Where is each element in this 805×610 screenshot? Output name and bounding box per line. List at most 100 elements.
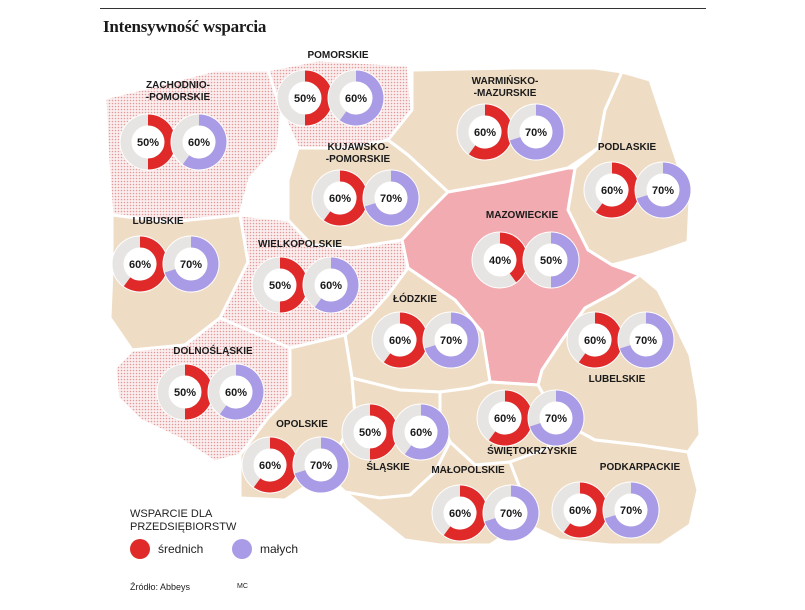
chart-title: Intensywność wsparcia xyxy=(103,17,267,36)
donut-medium-lodzkie: 60% xyxy=(371,311,429,369)
donut-small-dolnoslaskie-arc xyxy=(219,364,264,420)
donut-medium-lubuskie: 60% xyxy=(111,235,169,293)
donut-small-wielkopolskie-value-label: 60% xyxy=(320,280,342,292)
donut-medium-slaskie: 50% xyxy=(341,403,399,461)
donut-small-dolnoslaskie: 60% xyxy=(207,363,265,421)
donut-medium-warminsko-mazurskie-value-label: 60% xyxy=(474,127,496,139)
region-label-pomorskie: POMORSKIE xyxy=(307,50,368,61)
donut-small-lodzkie: 70% xyxy=(422,311,480,369)
donut-medium-pomorskie-arc xyxy=(304,70,333,126)
legend-title-line2: PRZEDSIĘBIORSTW xyxy=(130,521,237,533)
donut-medium-lubelskie-arc xyxy=(578,312,623,368)
donut-small-slaskie: 60% xyxy=(392,403,450,461)
donut-small-lodzkie-value-label: 70% xyxy=(440,335,462,347)
donut-small-pomorskie-value-label: 60% xyxy=(345,93,367,105)
donut-medium-swietokrzyskie-value-label: 60% xyxy=(494,413,516,425)
donut-medium-podlaskie-value-label: 60% xyxy=(601,185,623,197)
donut-small-podkarpackie: 70% xyxy=(602,481,660,539)
donut-medium-kujawsko-pomorskie-arc xyxy=(323,170,368,226)
legend-title: WSPARCIE DLA PRZEDSIĘBIORSTW xyxy=(130,508,236,534)
donut-medium-zachodniopomorskie-arc xyxy=(147,114,176,170)
donut-medium-kujawsko-pomorskie-value-label: 60% xyxy=(329,193,351,205)
donut-medium-malopolskie-value-label: 60% xyxy=(449,508,471,520)
donut-small-swietokrzyskie-value-label: 70% xyxy=(545,413,567,425)
legend-swatch-medium xyxy=(130,539,150,559)
donut-small-kujawsko-pomorskie-arc xyxy=(364,170,419,226)
region-label-malopolskie: MAŁOPOLSKIE xyxy=(431,465,505,476)
donut-medium-dolnoslaskie: 50% xyxy=(156,363,214,421)
source-note: Źródło: Abbeys xyxy=(130,582,191,592)
donut-small-lubuskie-value-label: 70% xyxy=(180,259,202,271)
donut-medium-lubelskie: 60% xyxy=(566,311,624,369)
donut-small-zachodniopomorskie-arc xyxy=(182,114,227,170)
donut-medium-opolskie-value-label: 60% xyxy=(259,460,281,472)
region-label-podkarpackie: PODKARPACKIE xyxy=(600,462,681,473)
donut-medium-malopolskie-arc xyxy=(443,485,488,541)
donut-small-swietokrzyskie: 70% xyxy=(527,389,585,447)
donut-medium-lodzkie-arc xyxy=(383,312,428,368)
donut-medium-swietokrzyskie: 60% xyxy=(476,389,534,447)
legend-label-medium: średnich xyxy=(158,542,204,556)
region-label-wielkopolskie: WIELKOPOLSKIE xyxy=(258,239,342,250)
donut-small-opolskie: 70% xyxy=(292,436,350,494)
donut-medium-swietokrzyskie-arc xyxy=(488,390,533,446)
donut-small-mazowieckie-arc xyxy=(550,232,579,288)
donut-small-mazowieckie-value-label: 50% xyxy=(540,255,562,267)
region-label-lodzkie: ŁÓDZKIE xyxy=(393,292,437,305)
donut-small-warminsko-mazurskie-arc xyxy=(509,104,564,160)
donut-small-malopolskie-arc xyxy=(484,485,539,541)
author-credit: MC xyxy=(237,583,248,590)
donut-small-kujawsko-pomorskie: 70% xyxy=(362,169,420,227)
donut-medium-lubuskie-value-label: 60% xyxy=(129,259,151,271)
donut-small-warminsko-mazurskie: 70% xyxy=(507,103,565,161)
donut-medium-pomorskie-value-label: 50% xyxy=(294,93,316,105)
region-label-slaskie: ŚLĄSKIE xyxy=(366,460,410,473)
donut-small-lubelskie-arc xyxy=(619,312,674,368)
donut-medium-opolskie: 60% xyxy=(241,436,299,494)
region-label-mazowieckie: MAZOWIECKIE xyxy=(486,210,559,221)
donut-small-mazowieckie: 50% xyxy=(522,231,580,289)
donut-medium-mazowieckie-arc xyxy=(499,232,528,283)
donut-small-zachodniopomorskie: 60% xyxy=(170,113,228,171)
donut-small-opolskie-arc xyxy=(294,437,349,493)
donut-medium-podkarpackie: 60% xyxy=(551,481,609,539)
donut-small-podlaskie-value-label: 70% xyxy=(652,185,674,197)
donut-medium-malopolskie: 60% xyxy=(431,484,489,542)
donut-medium-podkarpackie-value-label: 60% xyxy=(569,505,591,517)
donut-small-pomorskie-arc xyxy=(339,70,384,126)
donut-small-podkarpackie-arc xyxy=(604,482,659,538)
region-label-lubuskie: LUBUSKIE xyxy=(132,216,183,227)
region-label-opolskie: OPOLSKIE xyxy=(276,419,328,430)
donut-small-zachodniopomorskie-value-label: 60% xyxy=(188,137,210,149)
donut-small-malopolskie-value-label: 70% xyxy=(500,508,522,520)
donut-medium-opolskie-arc xyxy=(253,437,298,493)
legend-item-medium: średnich xyxy=(130,539,203,559)
donut-small-opolskie-value-label: 70% xyxy=(310,460,332,472)
donut-small-lubuskie-arc xyxy=(164,236,219,292)
donut-small-malopolskie: 70% xyxy=(482,484,540,542)
donut-medium-lodzkie-value-label: 60% xyxy=(389,335,411,347)
donut-small-podlaskie: 70% xyxy=(634,161,692,219)
donut-medium-dolnoslaskie-value-label: 50% xyxy=(174,387,196,399)
legend-swatch-small xyxy=(232,539,252,559)
region-label-swietokrzyskie: ŚWIĘTOKRZYSKIE xyxy=(487,444,577,457)
region-label-podlaskie: PODLASKIE xyxy=(598,142,657,153)
donut-small-lubuskie: 70% xyxy=(162,235,220,293)
donut-small-wielkopolskie-arc xyxy=(314,257,359,313)
region-label-zachodniopomorskie: ZACHODNIO--POMORSKIE xyxy=(146,80,211,103)
donut-small-kujawsko-pomorskie-value-label: 70% xyxy=(380,193,402,205)
donut-small-slaskie-value-label: 60% xyxy=(410,427,432,439)
region-label-kujawsko-pomorskie: KUJAWSKO--POMORSKIE xyxy=(326,142,391,165)
donut-small-pomorskie: 60% xyxy=(327,69,385,127)
donut-medium-slaskie-arc xyxy=(369,404,398,460)
legend-item-small: małych xyxy=(232,539,298,559)
donut-small-swietokrzyskie-arc xyxy=(529,390,584,446)
legend-title-line1: WSPARCIE DLA xyxy=(130,508,213,520)
donut-medium-podkarpackie-arc xyxy=(563,482,608,538)
donut-medium-wielkopolskie-arc xyxy=(279,257,308,313)
top-rule xyxy=(100,8,706,9)
region-label-dolnoslaskie: DOLNOŚLĄSKIE xyxy=(173,344,253,357)
donut-small-lubelskie: 70% xyxy=(617,311,675,369)
donut-medium-podlaskie-arc xyxy=(595,162,640,218)
